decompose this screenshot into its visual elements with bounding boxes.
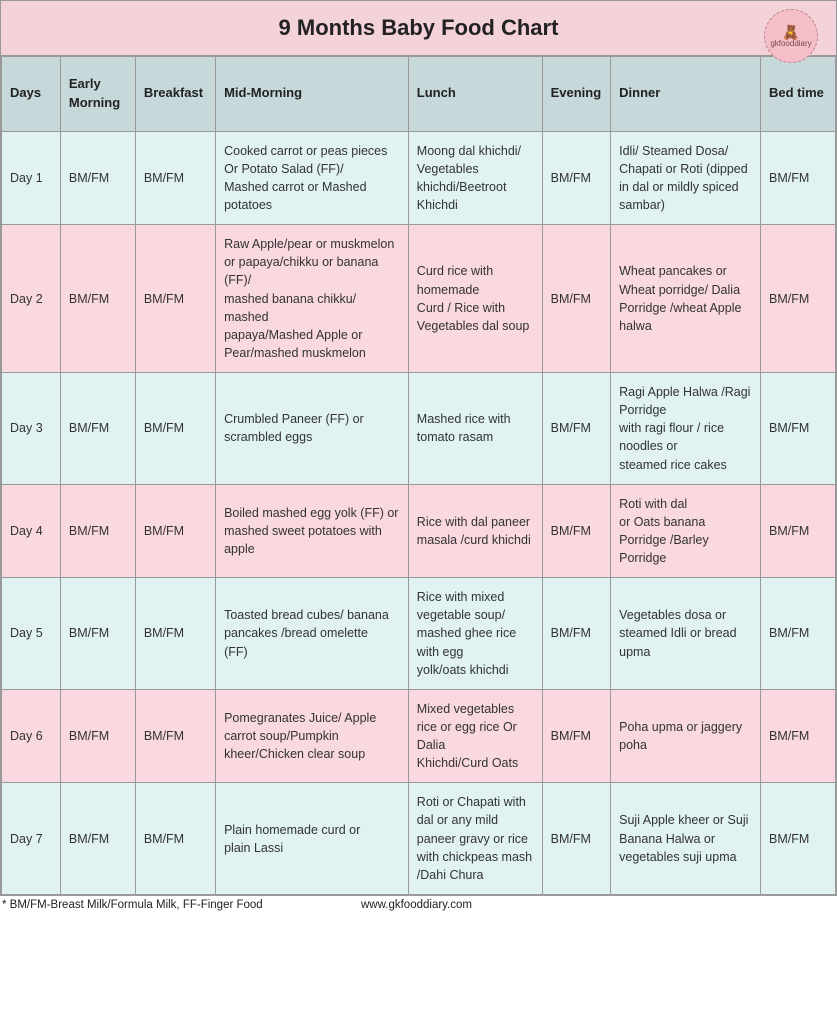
cell-day: Day 1: [2, 131, 61, 225]
cell-mid-morning: Plain homemade curd orplain Lassi: [216, 783, 409, 895]
cell-breakfast: BM/FM: [135, 689, 215, 783]
cell-bed-time: BM/FM: [761, 783, 836, 895]
table-row: Day 3BM/FMBM/FMCrumbled Paneer (FF) or s…: [2, 373, 836, 485]
cell-lunch: Rice with dal paneer masala /curd khichd…: [408, 484, 542, 578]
cell-lunch: Mashed rice with tomato rasam: [408, 373, 542, 485]
cell-lunch: Curd rice with homemadeCurd / Rice with …: [408, 225, 542, 373]
cell-bed-time: BM/FM: [761, 578, 836, 690]
cell-bed-time: BM/FM: [761, 689, 836, 783]
cell-mid-morning: Toasted bread cubes/ banana pancakes /br…: [216, 578, 409, 690]
table-row: Day 7BM/FMBM/FMPlain homemade curd orpla…: [2, 783, 836, 895]
cell-mid-morning: Cooked carrot or peas pieces Or Potato S…: [216, 131, 409, 225]
cell-breakfast: BM/FM: [135, 783, 215, 895]
cell-mid-morning: Raw Apple/pear or muskmelon or papaya/ch…: [216, 225, 409, 373]
cell-bed-time: BM/FM: [761, 373, 836, 485]
cell-bed-time: BM/FM: [761, 225, 836, 373]
cell-mid-morning: Pomegranates Juice/ Apple carrot soup/Pu…: [216, 689, 409, 783]
cell-breakfast: BM/FM: [135, 373, 215, 485]
cell-dinner: Roti with dalor Oats banana Porridge /Ba…: [611, 484, 761, 578]
cell-day: Day 5: [2, 578, 61, 690]
cell-breakfast: BM/FM: [135, 578, 215, 690]
cell-dinner: Suji Apple kheer or Suji Banana Halwa or…: [611, 783, 761, 895]
cell-evening: BM/FM: [542, 783, 611, 895]
cell-evening: BM/FM: [542, 689, 611, 783]
cell-evening: BM/FM: [542, 484, 611, 578]
header-bar: 9 Months Baby Food Chart 🧸 gkfooddiary: [1, 1, 836, 56]
cell-mid-morning: Boiled mashed egg yolk (FF) ormashed swe…: [216, 484, 409, 578]
col-bed-time: Bed time: [761, 57, 836, 132]
table-row: Day 2BM/FMBM/FMRaw Apple/pear or muskmel…: [2, 225, 836, 373]
cell-early-morning: BM/FM: [60, 689, 135, 783]
cell-dinner: Vegetables dosa or steamed Idli or bread…: [611, 578, 761, 690]
page-title: 9 Months Baby Food Chart: [279, 15, 559, 41]
col-early-morning: Early Morning: [60, 57, 135, 132]
cell-dinner: Idli/ Steamed Dosa/ Chapati or Roti (dip…: [611, 131, 761, 225]
food-chart-table: Days Early Morning Breakfast Mid-Morning…: [1, 56, 836, 895]
col-evening: Evening: [542, 57, 611, 132]
footer-spacer: [555, 899, 831, 911]
col-lunch: Lunch: [408, 57, 542, 132]
cell-day: Day 4: [2, 484, 61, 578]
food-chart-container: 9 Months Baby Food Chart 🧸 gkfooddiary D…: [0, 0, 837, 896]
footer-legend: * BM/FM-Breast Milk/Formula Milk, FF-Fin…: [2, 899, 278, 911]
cell-evening: BM/FM: [542, 578, 611, 690]
cell-breakfast: BM/FM: [135, 225, 215, 373]
table-body: Day 1BM/FMBM/FMCooked carrot or peas pie…: [2, 131, 836, 894]
cell-bed-time: BM/FM: [761, 131, 836, 225]
logo-text: gkfooddiary: [770, 39, 811, 48]
col-dinner: Dinner: [611, 57, 761, 132]
brand-logo: 🧸 gkfooddiary: [764, 9, 818, 63]
cell-dinner: Ragi Apple Halwa /Ragi Porridgewith ragi…: [611, 373, 761, 485]
table-header: Days Early Morning Breakfast Mid-Morning…: [2, 57, 836, 132]
cell-early-morning: BM/FM: [60, 783, 135, 895]
footer-url: www.gkfooddiary.com: [278, 899, 554, 911]
table-row: Day 4BM/FMBM/FMBoiled mashed egg yolk (F…: [2, 484, 836, 578]
cell-lunch: Mixed vegetables rice or egg rice Or Dal…: [408, 689, 542, 783]
cell-day: Day 3: [2, 373, 61, 485]
cell-early-morning: BM/FM: [60, 225, 135, 373]
footer: * BM/FM-Breast Milk/Formula Milk, FF-Fin…: [0, 896, 837, 911]
table-row: Day 1BM/FMBM/FMCooked carrot or peas pie…: [2, 131, 836, 225]
col-days: Days: [2, 57, 61, 132]
cell-breakfast: BM/FM: [135, 484, 215, 578]
cell-evening: BM/FM: [542, 225, 611, 373]
cell-early-morning: BM/FM: [60, 578, 135, 690]
table-row: Day 5BM/FMBM/FMToasted bread cubes/ bana…: [2, 578, 836, 690]
cell-early-morning: BM/FM: [60, 131, 135, 225]
cell-early-morning: BM/FM: [60, 484, 135, 578]
cell-bed-time: BM/FM: [761, 484, 836, 578]
col-mid-morning: Mid-Morning: [216, 57, 409, 132]
cell-evening: BM/FM: [542, 373, 611, 485]
cell-breakfast: BM/FM: [135, 131, 215, 225]
cell-day: Day 6: [2, 689, 61, 783]
cell-dinner: Poha upma or jaggery poha: [611, 689, 761, 783]
cell-lunch: Moong dal khichdi/ Vegetables khichdi/Be…: [408, 131, 542, 225]
col-breakfast: Breakfast: [135, 57, 215, 132]
cell-lunch: Rice with mixed vegetable soup/ mashed g…: [408, 578, 542, 690]
cell-day: Day 2: [2, 225, 61, 373]
cell-early-morning: BM/FM: [60, 373, 135, 485]
table-row: Day 6BM/FMBM/FMPomegranates Juice/ Apple…: [2, 689, 836, 783]
cell-lunch: Roti or Chapati with dal or any mild pan…: [408, 783, 542, 895]
cell-evening: BM/FM: [542, 131, 611, 225]
cell-dinner: Wheat pancakes orWheat porridge/ Dalia P…: [611, 225, 761, 373]
cell-mid-morning: Crumbled Paneer (FF) or scrambled eggs: [216, 373, 409, 485]
teddy-icon: 🧸: [782, 25, 799, 39]
cell-day: Day 7: [2, 783, 61, 895]
